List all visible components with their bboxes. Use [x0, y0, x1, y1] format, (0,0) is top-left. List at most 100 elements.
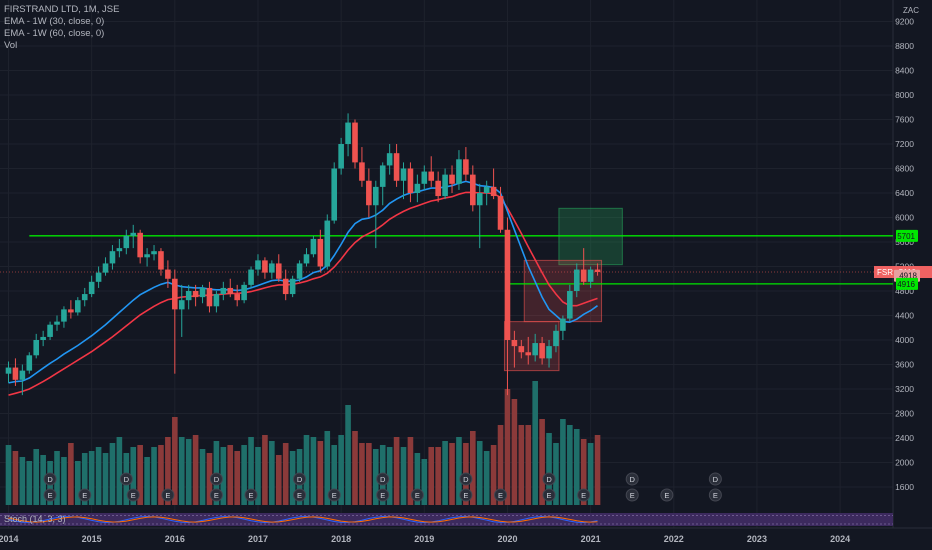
- dividend-marker[interactable]: D: [119, 472, 133, 486]
- volume-bar: [400, 447, 407, 505]
- volume-bar: [560, 419, 566, 505]
- candle: [130, 224, 137, 249]
- earnings-marker[interactable]: E: [78, 488, 92, 502]
- earnings-marker[interactable]: E: [542, 488, 556, 502]
- candle-body: [172, 278, 178, 310]
- earnings-marker[interactable]: E: [327, 488, 341, 502]
- candle: [331, 162, 338, 224]
- candle: [463, 147, 469, 181]
- stoch-d-line: [8, 516, 598, 523]
- dividend-marker[interactable]: D: [625, 472, 639, 486]
- event-letter: E: [463, 491, 468, 500]
- volume-bar: [449, 443, 455, 505]
- dividend-marker[interactable]: D: [43, 472, 57, 486]
- dividend-marker[interactable]: D: [542, 472, 556, 486]
- candle: [220, 281, 227, 301]
- earnings-marker[interactable]: E: [209, 488, 223, 502]
- dividend-marker[interactable]: D: [209, 472, 223, 486]
- time-tick-label: 2024: [830, 534, 850, 544]
- volume-indicator-label[interactable]: Vol: [4, 40, 18, 51]
- earnings-marker[interactable]: E: [126, 488, 140, 502]
- candle-body: [366, 180, 372, 206]
- event-letter: D: [297, 475, 303, 484]
- candle: [504, 217, 511, 396]
- candle: [54, 315, 60, 331]
- volume-bar: [116, 437, 123, 505]
- earnings-marker[interactable]: E: [376, 488, 390, 502]
- candle-body: [379, 165, 386, 187]
- earnings-marker[interactable]: E: [293, 488, 307, 502]
- price-tick-label: 4000: [895, 335, 914, 345]
- volume-bar: [234, 451, 240, 505]
- volume-bar: [456, 437, 462, 505]
- candle: [470, 165, 476, 212]
- earnings-marker[interactable]: E: [660, 488, 674, 502]
- candle-body: [345, 122, 351, 144]
- earnings-marker[interactable]: E: [244, 488, 258, 502]
- dividend-marker[interactable]: D: [293, 472, 307, 486]
- volume-bar: [26, 461, 33, 505]
- stoch-indicator-label[interactable]: Stoch (14, 3, 3): [4, 514, 66, 524]
- earnings-marker[interactable]: E: [410, 488, 424, 502]
- candle: [33, 333, 40, 359]
- candle-body: [372, 186, 379, 206]
- ema30-line: [8, 180, 598, 384]
- candle: [185, 284, 192, 310]
- candle-body: [553, 330, 559, 347]
- candle-body: [248, 269, 254, 285]
- price-tick-label: 3600: [895, 360, 914, 370]
- candles: [5, 113, 601, 396]
- event-letter: E: [547, 491, 552, 500]
- event-letter: E: [498, 491, 503, 500]
- event-letter: E: [630, 491, 635, 500]
- time-tick-label: 2015: [82, 534, 102, 544]
- candle: [12, 358, 19, 386]
- candle: [352, 119, 358, 169]
- candle-body: [282, 278, 289, 295]
- candle-body: [144, 254, 150, 258]
- dividend-marker[interactable]: D: [708, 472, 722, 486]
- candle-body: [220, 287, 227, 295]
- volume-bar: [12, 451, 19, 505]
- candle: [26, 352, 33, 374]
- ema30-indicator-label[interactable]: EMA - 1W (30, close, 0): [4, 16, 105, 27]
- event-letter: D: [124, 475, 130, 484]
- price-tick-label: 7200: [895, 139, 914, 149]
- candle-body: [227, 287, 234, 295]
- candle-body: [511, 340, 518, 347]
- volume-bar: [81, 453, 88, 505]
- earnings-marker[interactable]: E: [161, 488, 175, 502]
- candle: [19, 364, 26, 396]
- candle: [366, 168, 372, 218]
- candle: [68, 300, 74, 319]
- candle-body: [504, 229, 511, 340]
- event-letter: E: [48, 491, 53, 500]
- volume-bar: [490, 445, 497, 505]
- support-price-badge: 4916: [896, 277, 918, 290]
- price-tick-label: 2400: [895, 433, 914, 443]
- candle-body: [587, 269, 594, 282]
- candle: [199, 284, 206, 304]
- earnings-marker[interactable]: E: [625, 488, 639, 502]
- earnings-marker[interactable]: E: [577, 488, 591, 502]
- earnings-marker[interactable]: E: [708, 488, 722, 502]
- earnings-marker[interactable]: E: [459, 488, 473, 502]
- candle: [532, 333, 538, 362]
- earnings-marker[interactable]: E: [494, 488, 508, 502]
- candle-body: [338, 144, 344, 169]
- volume-bar: [580, 439, 587, 505]
- candle-body: [324, 220, 331, 267]
- symbol-title[interactable]: FIRSTRAND LTD, 1M, JSE: [4, 4, 120, 15]
- candle: [483, 180, 490, 206]
- earnings-marker[interactable]: E: [43, 488, 57, 502]
- volume-bar: [40, 455, 46, 505]
- volume-bar: [275, 455, 282, 505]
- candle: [75, 297, 81, 316]
- dividend-marker[interactable]: D: [376, 472, 390, 486]
- candle-body: [400, 168, 407, 181]
- volume-bar: [539, 419, 545, 505]
- dividend-marker[interactable]: D: [459, 472, 473, 486]
- volume-bar: [470, 431, 476, 505]
- ema60-indicator-label[interactable]: EMA - 1W (60, close, 0): [4, 28, 105, 39]
